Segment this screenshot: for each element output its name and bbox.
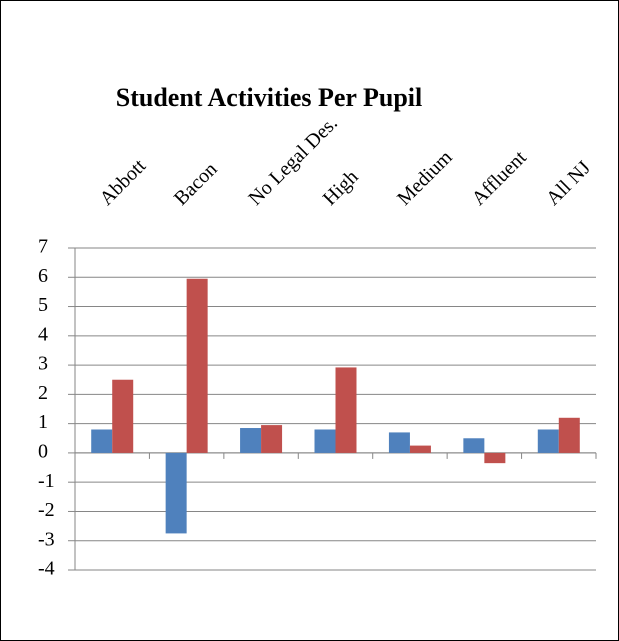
bar [335,367,357,453]
bar [261,425,283,453]
y-tick-label: -4 [38,558,55,580]
bar [186,278,208,453]
y-tick-label: 4 [38,323,48,345]
bar [537,429,559,453]
bar [558,417,580,453]
y-tick-label: 1 [38,411,48,433]
y-tick-label: -2 [38,499,55,521]
bar [91,429,113,453]
bar [409,445,431,453]
bar [112,379,134,453]
y-tick-label: -1 [38,470,55,492]
y-tick-label: 6 [38,265,48,287]
bar [314,429,336,453]
y-tick-label: 3 [38,353,48,375]
y-tick-label: 2 [38,382,48,404]
bar [484,452,506,464]
y-tick-label: 7 [38,236,48,258]
chart-title: Student Activities Per Pupil [116,83,422,112]
bar [240,428,262,453]
y-tick-label: 0 [38,441,48,463]
bar [463,438,485,453]
y-tick-label: -3 [38,528,55,550]
bar [388,432,410,453]
bar [165,452,187,534]
y-tick-label: 5 [38,294,48,316]
